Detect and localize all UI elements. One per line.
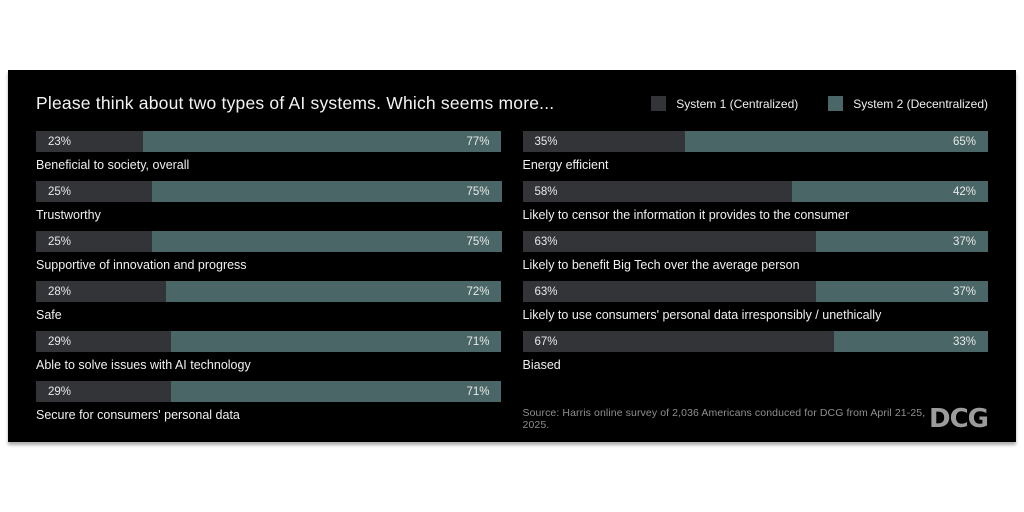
bar-segment-system2: 71% [170, 331, 502, 352]
bar-label: Secure for consumers' personal data [36, 408, 240, 422]
system1-swatch-icon [651, 96, 667, 111]
bar-label: Beneficial to society, overall [36, 158, 190, 172]
legend-label-system1: System 1 (Centralized) [676, 96, 799, 111]
bar-value-system2: 33% [952, 335, 976, 348]
bar-segment-system1: 35% [522, 131, 686, 152]
bar-row-benefit-bigtech: 63% 37% Likely to benefit Big Tech over … [522, 231, 989, 273]
bar-segment-system2: 72% [166, 281, 502, 302]
bar-segment-system2: 71% [170, 381, 502, 402]
bar-segment-system2: 75% [152, 181, 502, 202]
bar-value-system2: 65% [952, 135, 976, 148]
bar-segment-system2: 77% [143, 131, 502, 152]
bar-segment-system2: 37% [815, 231, 988, 252]
bar-row-safe: 28% 72% Safe [36, 281, 502, 323]
bar-segment-system1: 58% [522, 181, 793, 202]
system2-swatch-icon [828, 96, 844, 111]
bar-label: Trustworthy [36, 208, 101, 222]
stacked-bar: 25% 75% [36, 181, 502, 202]
stacked-bar: 35% 65% [522, 131, 989, 152]
bar-segment-system1: 25% [36, 231, 153, 252]
bar-value-system2: 71% [466, 335, 490, 348]
bar-segment-system2: 37% [815, 281, 988, 302]
bar-segment-system1: 23% [36, 131, 144, 152]
stacked-bar: 23% 77% [36, 131, 502, 152]
bar-value-system1: 25% [48, 185, 72, 198]
bar-value-system2: 37% [952, 235, 976, 248]
bar-value-system1: 63% [534, 235, 558, 248]
chart-column-right: 35% 65% Energy efficient 58% 42% Likely … [522, 131, 990, 434]
bar-segment-system2: 33% [834, 331, 988, 352]
bar-segment-system1: 67% [522, 331, 835, 352]
bar-label: Likely to use consumers' personal data i… [522, 308, 882, 322]
bar-value-system1: 28% [48, 285, 72, 298]
stacked-bar: 63% 37% [522, 281, 989, 302]
chart-legend: System 1 (Centralized) System 2 (Decentr… [651, 96, 988, 111]
survey-chart-panel: Please think about two types of AI syste… [8, 70, 1016, 442]
chart-header: Please think about two types of AI syste… [36, 93, 988, 114]
bar-label: Likely to censor the information it prov… [522, 208, 850, 222]
bar-value-system2: 77% [466, 135, 490, 148]
bar-row-censor: 58% 42% Likely to censor the information… [522, 181, 989, 223]
bar-segment-system2: 75% [152, 231, 502, 252]
stacked-bar: 58% 42% [522, 181, 989, 202]
stacked-bar: 67% 33% [522, 331, 989, 352]
stacked-bar: 25% 75% [36, 231, 502, 252]
bar-label: Able to solve issues with AI technology [36, 358, 251, 372]
bar-value-system2: 75% [466, 185, 490, 198]
legend-label-system2: System 2 (Decentralized) [853, 96, 988, 111]
bar-segment-system1: 28% [36, 281, 167, 302]
bar-label: Likely to benefit Big Tech over the aver… [522, 258, 800, 272]
bar-value-system1: 29% [48, 385, 72, 398]
stacked-bar: 29% 71% [36, 331, 502, 352]
bar-row-trustworthy: 25% 75% Trustworthy [36, 181, 502, 223]
bar-row-misuse-data: 63% 37% Likely to use consumers' persona… [522, 281, 989, 323]
bar-label: Biased [522, 358, 561, 372]
bar-segment-system2: 65% [685, 131, 988, 152]
bar-value-system1: 29% [48, 335, 72, 348]
chart-columns: 23% 77% Beneficial to society, overall 2… [36, 131, 990, 434]
bar-value-system1: 35% [534, 135, 558, 148]
bar-row-biased: 67% 33% Biased [522, 331, 989, 373]
bar-segment-system1: 63% [522, 231, 816, 252]
bar-value-system1: 63% [534, 285, 558, 298]
stacked-bar: 29% 71% [36, 381, 502, 402]
bar-row-solve-issues: 29% 71% Able to solve issues with AI tec… [36, 331, 502, 373]
bar-value-system2: 72% [466, 285, 490, 298]
bar-value-system2: 75% [466, 235, 490, 248]
bar-value-system1: 58% [534, 185, 558, 198]
bar-segment-system2: 42% [792, 181, 988, 202]
bar-segment-system1: 25% [36, 181, 153, 202]
bar-segment-system1: 63% [522, 281, 816, 302]
legend-item-system1: System 1 (Centralized) [651, 96, 798, 111]
bar-row-energy-efficient: 35% 65% Energy efficient [522, 131, 989, 173]
bar-label: Energy efficient [522, 158, 609, 172]
bar-value-system1: 25% [48, 235, 72, 248]
dcg-logo: DCG [928, 404, 989, 434]
legend-item-system2: System 2 (Decentralized) [828, 96, 988, 111]
stacked-bar: 63% 37% [522, 231, 989, 252]
bar-value-system2: 37% [952, 285, 976, 298]
bar-value-system1: 23% [48, 135, 72, 148]
bar-segment-system1: 29% [36, 381, 171, 402]
chart-title: Please think about two types of AI syste… [36, 93, 555, 113]
stacked-bar: 28% 72% [36, 281, 502, 302]
bar-segment-system1: 29% [36, 331, 171, 352]
bar-value-system2: 42% [952, 185, 976, 198]
bar-row-beneficial: 23% 77% Beneficial to society, overall [36, 131, 502, 173]
bar-row-secure-data: 29% 71% Secure for consumers' personal d… [36, 381, 502, 423]
chart-column-left: 23% 77% Beneficial to society, overall 2… [36, 131, 502, 431]
chart-footer: Source: Harris online survey of 2,036 Am… [522, 404, 990, 434]
bar-label: Safe [36, 308, 62, 322]
bar-row-supportive: 25% 75% Supportive of innovation and pro… [36, 231, 502, 273]
source-note: Source: Harris online survey of 2,036 Am… [522, 407, 926, 431]
bar-label: Supportive of innovation and progress [36, 258, 247, 272]
bar-value-system2: 71% [466, 385, 490, 398]
bar-value-system1: 67% [534, 335, 558, 348]
